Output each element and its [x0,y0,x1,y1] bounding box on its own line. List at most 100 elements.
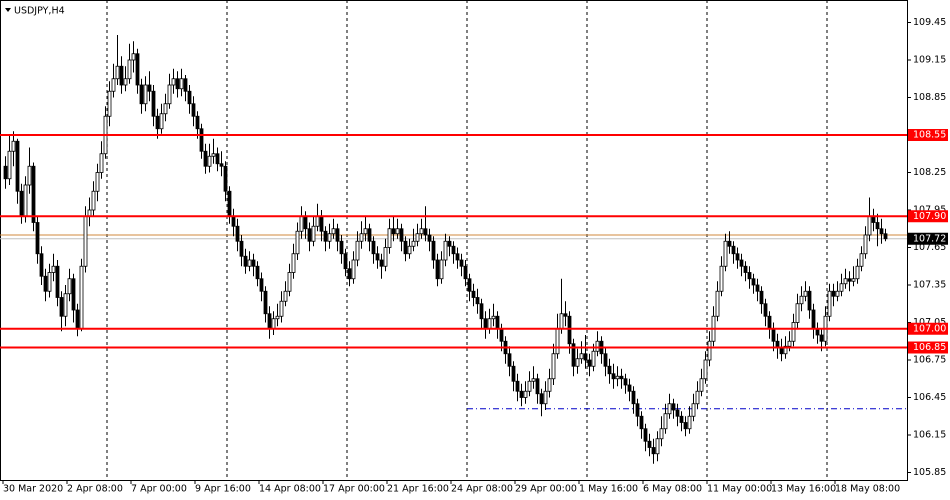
candle-body [827,290,832,317]
candle-body [147,84,152,92]
candle-body [439,259,444,280]
candle-body [419,228,424,235]
y-tick-label: 107.95 [913,205,946,216]
candle-body [603,353,608,367]
candle-body [75,309,80,330]
candle-body [323,230,328,242]
candle-body [3,165,8,180]
candle-body [491,315,496,320]
candle-body [67,278,72,295]
candle-body [283,290,288,302]
candle-body [803,290,808,297]
plot-border [0,0,908,481]
candle-body [235,225,240,242]
level-label: 107.00 [913,323,946,334]
symbol-menu-icon[interactable] [5,8,11,12]
candle-body [471,290,476,298]
candle-body [175,78,180,90]
candle-body [167,84,172,105]
candle-body [443,240,448,261]
candle-body [651,447,656,455]
candle-body [751,278,756,286]
candle-body [371,240,376,255]
candle-body [619,375,624,380]
candle-body [91,190,96,211]
candle-body [535,378,540,395]
candle-body [223,165,228,192]
candle-body [587,359,592,367]
candle-body [435,259,440,280]
candle-body [79,265,84,330]
candle-body [47,272,52,292]
candle-body [19,190,24,217]
candle-body [159,113,164,130]
y-tick-label: 107.05 [913,317,946,328]
x-tick-label: 2 Apr 08:00 [67,484,123,495]
candle-body [83,215,88,267]
candle-body [699,378,704,392]
candle-body [591,350,596,367]
x-tick-label: 11 May 00:00 [707,484,772,495]
candle-body [411,240,416,247]
candle-body [455,253,460,261]
candle-body [431,240,436,261]
candle-body [243,255,248,267]
candle-body [647,440,652,448]
candle-body [707,340,712,361]
candle-body [627,384,632,392]
candle-body [191,103,196,117]
x-tick-label: 17 Apr 00:00 [323,484,385,495]
candle-body [515,380,520,392]
candle-body [451,245,456,255]
candle-body [539,393,544,405]
candle-body [195,115,200,130]
candle-body [155,115,160,130]
candle-body [783,345,788,355]
candle-body [35,222,40,255]
candle-body [7,150,12,180]
bid-label: 107.72 [913,233,946,244]
candle-body [387,228,392,248]
candle-body [859,253,864,267]
candle-body [215,153,220,165]
candle-body [799,295,804,305]
candle-body [555,328,560,355]
candle-body [219,163,224,167]
candle-body [771,328,776,342]
candle-body [611,373,616,380]
candle-body [251,259,256,267]
y-tick-label: 105.85 [913,467,946,478]
candle-body [335,228,340,242]
candle-body [107,90,112,117]
candle-body [519,390,524,398]
candle-body [847,278,852,282]
candle-body [675,409,680,417]
candle-body [95,172,100,192]
candle-body [123,78,128,86]
candle-body [851,278,856,282]
candle-body [719,265,724,292]
candle-body [239,240,244,257]
candle-body [395,228,400,235]
candle-body [287,272,292,292]
candle-body [319,215,324,232]
candle-body [311,225,316,242]
x-tick-label: 18 May 08:00 [835,484,900,495]
candle-body [731,245,736,255]
candle-body [263,290,268,315]
candle-body [255,265,260,280]
candle-body [495,315,500,330]
level-label-box [908,341,948,354]
candle-body [811,309,816,330]
candle-body [883,233,888,240]
candle-body [475,297,480,305]
candle-body [447,240,452,247]
candle-body [427,234,432,242]
candle-body [683,422,688,430]
candle-body [399,228,404,242]
candle-body [459,259,464,267]
candle-body [571,343,576,367]
candle-body [839,283,844,292]
candle-body [559,313,564,330]
